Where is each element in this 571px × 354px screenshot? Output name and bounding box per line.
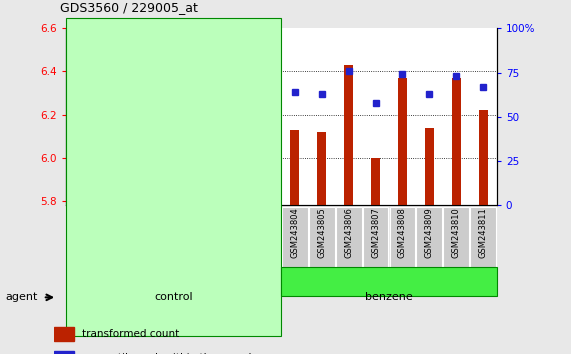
FancyBboxPatch shape (471, 207, 496, 280)
Bar (54, 351, 74, 354)
FancyBboxPatch shape (282, 207, 308, 280)
Text: GSM243801: GSM243801 (210, 207, 218, 258)
Text: GSM243797: GSM243797 (102, 207, 111, 258)
Text: transformed count: transformed count (82, 329, 179, 339)
Text: agent: agent (6, 292, 38, 302)
Text: GSM243808: GSM243808 (398, 207, 407, 258)
Bar (478, 110, 488, 205)
FancyBboxPatch shape (66, 18, 281, 336)
FancyBboxPatch shape (120, 207, 146, 280)
Text: benzene: benzene (365, 292, 413, 302)
Bar (54, 327, 74, 341)
FancyBboxPatch shape (228, 207, 254, 280)
Bar (263, 130, 272, 205)
Text: control: control (154, 292, 193, 302)
Text: GSM243800: GSM243800 (182, 207, 191, 258)
Bar (74, 110, 84, 205)
Bar (182, 171, 192, 205)
FancyBboxPatch shape (363, 207, 388, 280)
FancyBboxPatch shape (389, 207, 415, 280)
Bar (128, 125, 138, 205)
FancyBboxPatch shape (201, 207, 227, 280)
Bar (155, 197, 164, 205)
Text: GSM243796: GSM243796 (75, 207, 83, 258)
Bar (290, 130, 299, 205)
Bar (398, 78, 407, 205)
Text: GDS3560 / 229005_at: GDS3560 / 229005_at (60, 1, 198, 14)
Text: GSM243802: GSM243802 (236, 207, 246, 258)
FancyBboxPatch shape (336, 207, 361, 280)
Bar (344, 65, 353, 205)
Bar (209, 117, 219, 205)
Text: GSM243811: GSM243811 (479, 207, 488, 258)
Text: GSM243805: GSM243805 (317, 207, 326, 258)
Text: GSM243807: GSM243807 (371, 207, 380, 258)
FancyBboxPatch shape (66, 207, 92, 280)
Text: GSM243799: GSM243799 (155, 207, 164, 258)
Text: GSM243804: GSM243804 (290, 207, 299, 258)
FancyBboxPatch shape (147, 207, 173, 280)
Text: GSM243798: GSM243798 (128, 207, 138, 258)
Bar (425, 127, 434, 205)
FancyBboxPatch shape (255, 207, 281, 280)
Text: GSM243810: GSM243810 (452, 207, 461, 258)
Bar (452, 78, 461, 205)
FancyBboxPatch shape (174, 207, 200, 280)
Bar (371, 158, 380, 205)
FancyBboxPatch shape (444, 207, 469, 280)
FancyBboxPatch shape (309, 207, 335, 280)
Text: GSM243809: GSM243809 (425, 207, 434, 258)
Text: GSM243806: GSM243806 (344, 207, 353, 258)
FancyBboxPatch shape (93, 207, 119, 280)
Bar (102, 121, 111, 205)
Bar (317, 132, 327, 205)
Text: percentile rank within the sample: percentile rank within the sample (82, 353, 258, 354)
Text: GSM243803: GSM243803 (263, 207, 272, 258)
FancyBboxPatch shape (416, 207, 443, 280)
Bar (236, 115, 246, 205)
